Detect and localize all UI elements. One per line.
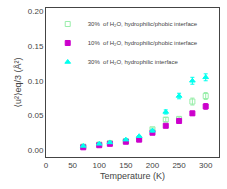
svg-text:0.05: 0.05 <box>28 111 44 120</box>
svg-text:250: 250 <box>172 161 186 170</box>
svg-text:0.20: 0.20 <box>28 7 44 16</box>
svg-text:30% of H₂O, hydrophilic/phobi: 30% of H₂O, hydrophilic/phobic interface <box>88 21 198 27</box>
svg-text:10% of H₂O, hydrophilic/phobi: 10% of H₂O, hydrophilic/phobic interface <box>88 40 198 46</box>
svg-text:0.15: 0.15 <box>28 42 44 51</box>
svg-text:300: 300 <box>199 161 213 170</box>
svg-text:100: 100 <box>93 161 107 170</box>
svg-text:⟨u²⟩eq/3 (Å²): ⟨u²⟩eq/3 (Å²) <box>13 57 23 107</box>
svg-text:0.00: 0.00 <box>28 146 44 155</box>
svg-text:Temperature (K): Temperature (K) <box>100 171 165 181</box>
svg-text:0.10: 0.10 <box>28 77 44 86</box>
svg-text:50: 50 <box>68 161 77 170</box>
svg-text:150: 150 <box>119 161 133 170</box>
svg-text:0: 0 <box>44 161 49 170</box>
svg-text:200: 200 <box>146 161 160 170</box>
svg-text:30% of H₂O, hydrophilic inter: 30% of H₂O, hydrophilic interface <box>88 59 179 65</box>
